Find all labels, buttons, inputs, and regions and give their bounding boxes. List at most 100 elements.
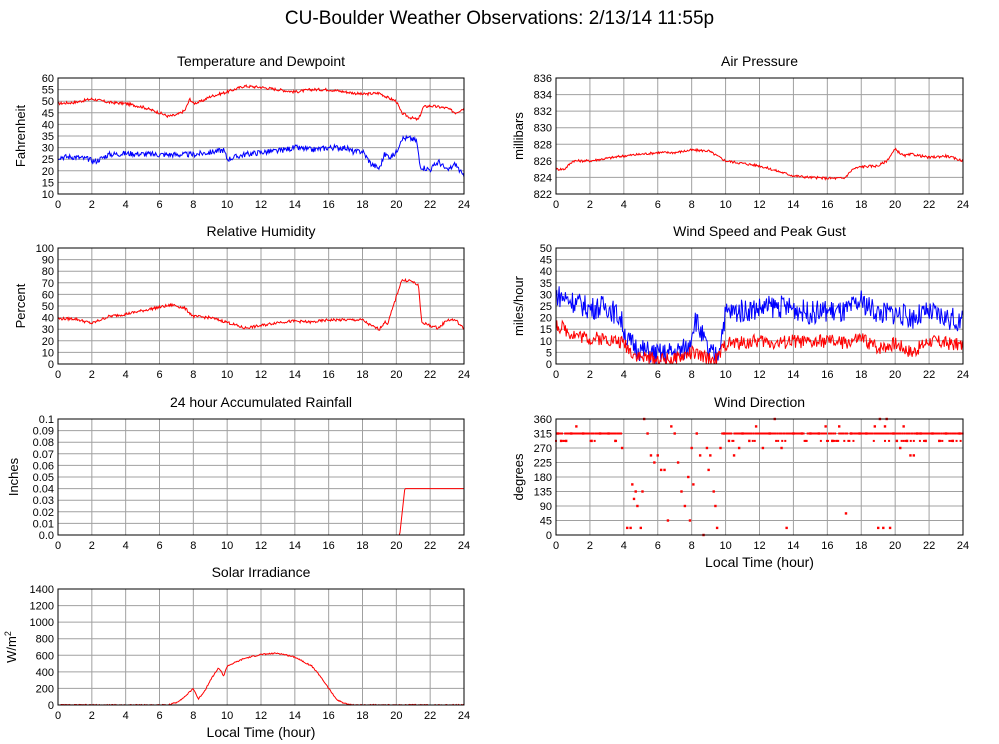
x-tick-label: 2: [89, 199, 95, 211]
y-tick-label: 0: [48, 700, 54, 712]
data-point: [591, 432, 594, 435]
data-point: [705, 446, 709, 450]
y-tick-label: 10: [540, 336, 552, 348]
data-point: [809, 432, 812, 435]
data-point: [823, 432, 826, 435]
data-point: [822, 432, 825, 435]
data-point: [580, 432, 583, 435]
x-tick-label: 20: [390, 199, 402, 211]
plot-frame: [555, 77, 964, 195]
y-tick-label: 5: [546, 347, 552, 359]
data-point: [867, 432, 870, 435]
data-point: [803, 439, 806, 442]
data-point: [941, 439, 944, 442]
data-point: [924, 432, 927, 435]
y-tick-label: 0.07: [33, 449, 54, 461]
chart-title: Air Pressure: [721, 53, 798, 69]
data-point: [764, 432, 767, 435]
data-point: [951, 439, 955, 443]
data-point: [845, 432, 848, 435]
x-tick-label: 10: [221, 369, 233, 381]
data-point: [782, 432, 785, 435]
data-point: [763, 432, 766, 435]
data-point: [864, 432, 867, 435]
data-point: [873, 432, 876, 435]
data-point: [850, 432, 853, 435]
data-point: [905, 439, 909, 443]
chart-title: 24 hour Accumulated Rainfall: [170, 394, 352, 410]
data-point: [843, 439, 846, 442]
data-point: [779, 432, 782, 435]
x-tick-label: 18: [356, 369, 368, 381]
data-point: [904, 439, 907, 442]
y-axis-label: Percent: [13, 283, 28, 328]
x-tick-label: 2: [89, 710, 95, 722]
y-tick-label: 30: [540, 289, 552, 301]
data-point: [746, 432, 749, 435]
data-point: [797, 432, 800, 435]
data-point: [842, 432, 845, 435]
data-point: [754, 432, 757, 435]
data-point: [915, 432, 918, 435]
data-point: [784, 439, 787, 442]
data-point: [925, 432, 928, 435]
data-point: [735, 432, 738, 435]
data-point: [817, 432, 820, 435]
data-point: [568, 432, 571, 435]
data-point: [912, 454, 916, 457]
data-point: [909, 454, 912, 457]
data-point: [808, 432, 811, 435]
data-point: [874, 432, 877, 435]
data-point: [836, 439, 839, 442]
x-tick-label: 18: [855, 199, 867, 211]
data-point: [760, 432, 763, 435]
x-tick-label: 6: [156, 199, 162, 211]
data-point: [575, 432, 578, 435]
x-tick-label: 16: [323, 369, 335, 381]
data-point: [626, 526, 629, 530]
data-point: [887, 432, 890, 435]
x-tick-label: 6: [156, 540, 162, 552]
data-point: [670, 425, 673, 428]
data-point: [715, 526, 719, 530]
chart-title: Solar Irradiance: [212, 564, 311, 580]
data-point: [761, 446, 765, 450]
data-point: [587, 432, 590, 435]
data-point: [847, 439, 850, 442]
data-point: [852, 439, 855, 442]
data-point: [777, 439, 780, 442]
data-point: [891, 432, 894, 435]
y-tick-label: 25: [540, 301, 552, 313]
x-tick-label: 22: [923, 369, 935, 381]
data-point: [885, 432, 888, 435]
data-point: [753, 439, 756, 442]
data-point: [636, 504, 639, 508]
data-point: [781, 439, 784, 442]
data-point: [774, 432, 777, 435]
data-point: [617, 432, 620, 435]
data-point: [724, 432, 727, 435]
y-tick-label: 1200: [30, 601, 54, 613]
data-point: [854, 432, 857, 435]
data-point: [902, 439, 905, 442]
y-tick-label: 600: [36, 650, 54, 662]
x-tick-label: 8: [190, 369, 196, 381]
x-tick-label: 16: [323, 710, 335, 722]
data-point: [632, 497, 636, 501]
x-axis-label: Local Time (hour): [207, 724, 316, 740]
data-point: [566, 432, 569, 435]
data-point: [582, 432, 585, 435]
data-point: [558, 432, 561, 435]
x-tick-label: 0: [55, 540, 61, 552]
data-point: [902, 425, 905, 428]
data-point: [726, 432, 729, 435]
data-point: [736, 432, 739, 435]
data-point: [844, 432, 847, 435]
y-tick-label: 80: [42, 266, 54, 278]
data-point: [612, 432, 615, 435]
data-point: [581, 432, 584, 435]
y-tick-label: 270: [534, 443, 552, 455]
